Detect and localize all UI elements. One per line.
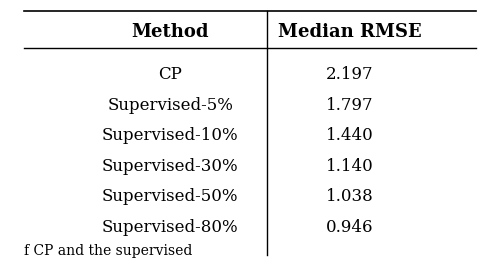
Text: Supervised-5%: Supervised-5% — [107, 97, 233, 114]
Text: Method: Method — [131, 23, 209, 41]
Text: Supervised-30%: Supervised-30% — [102, 158, 239, 175]
Text: Supervised-80%: Supervised-80% — [102, 219, 239, 236]
Text: 1.038: 1.038 — [326, 188, 374, 205]
Text: CP: CP — [158, 66, 182, 83]
Text: 1.440: 1.440 — [326, 127, 374, 144]
Text: f CP and the supervised: f CP and the supervised — [24, 244, 192, 258]
Text: 2.197: 2.197 — [326, 66, 374, 83]
Text: 1.140: 1.140 — [326, 158, 374, 175]
Text: Median RMSE: Median RMSE — [278, 23, 422, 41]
Text: 0.946: 0.946 — [326, 219, 374, 236]
Text: Supervised-50%: Supervised-50% — [102, 188, 238, 205]
Text: 1.797: 1.797 — [326, 97, 374, 114]
Text: Supervised-10%: Supervised-10% — [102, 127, 239, 144]
